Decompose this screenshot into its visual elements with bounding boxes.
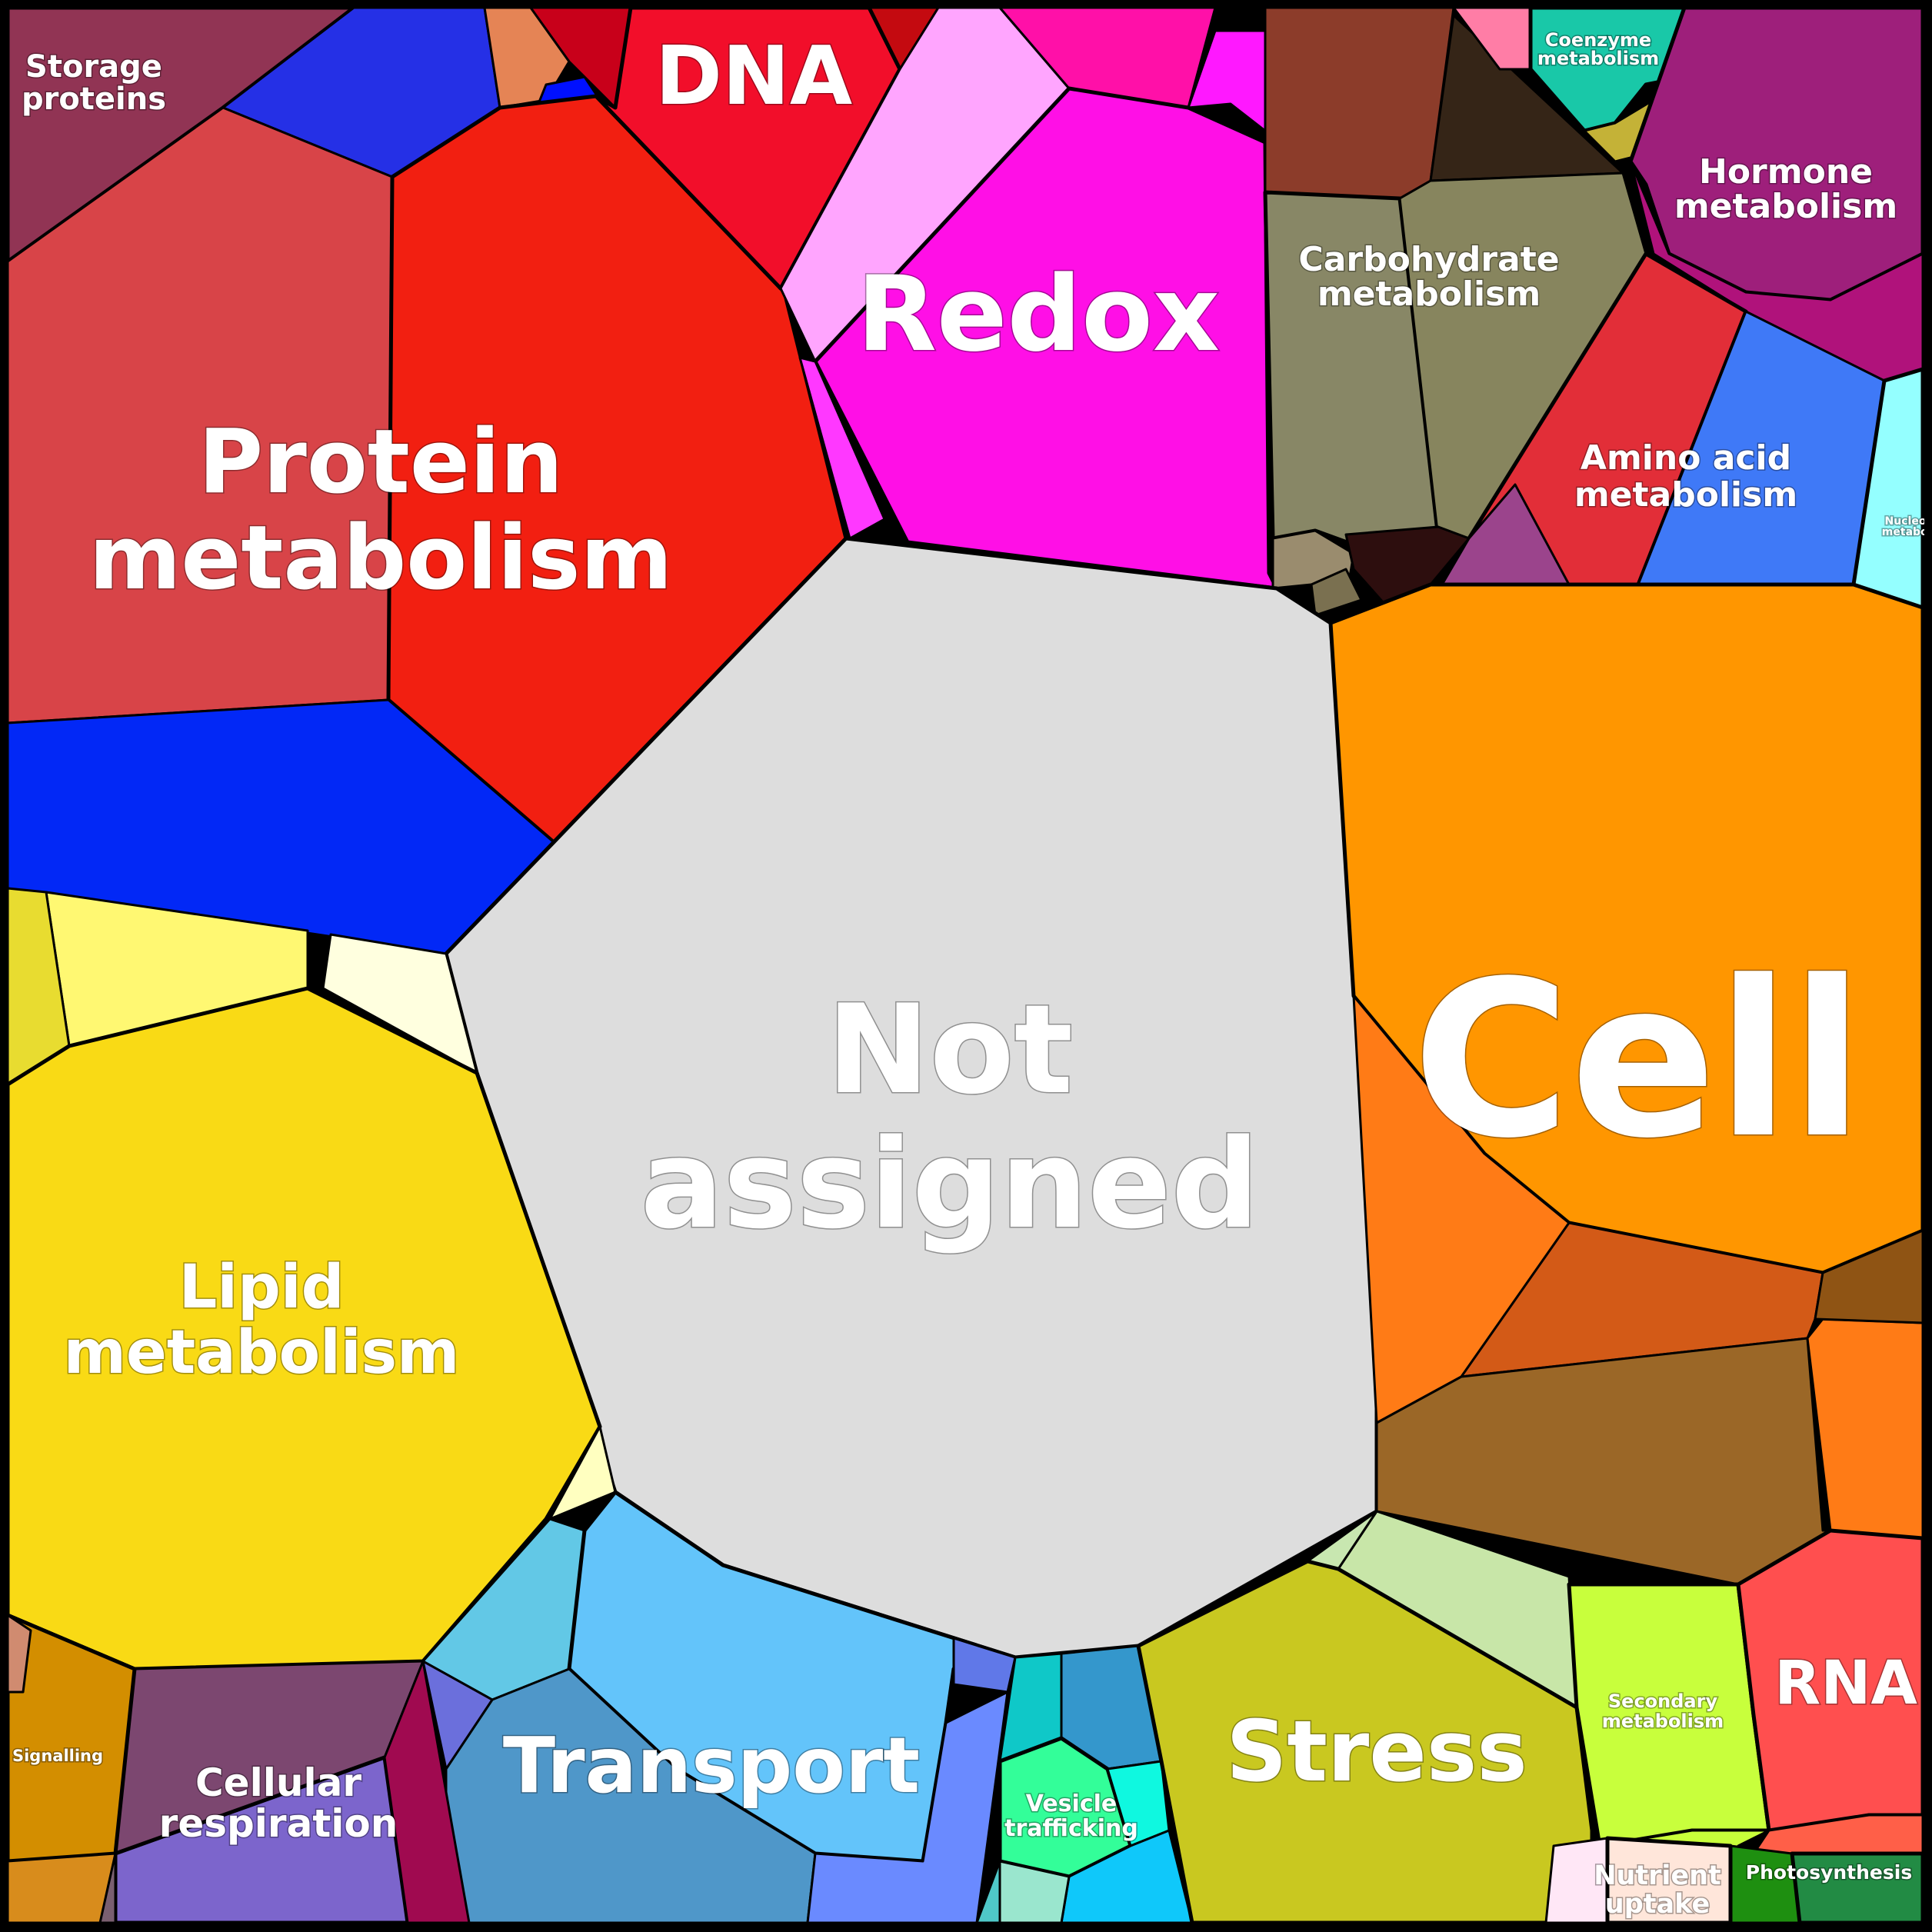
hormone-label: Hormone metabolism [1674, 152, 1897, 226]
protein-label-line: metabolism [89, 507, 673, 610]
redox-label-line: Redox [857, 254, 1220, 375]
nucleotide-label-line: metabolism [1882, 526, 1932, 538]
transport-label-line: Transport [503, 1720, 920, 1810]
nutrient-label-line: Nutrient [1594, 1860, 1721, 1891]
amino-acid-label-line: Amino acid [1581, 438, 1791, 478]
rna-label-line: RNA [1774, 1649, 1917, 1718]
vesicle-label-line: Vesicle [1026, 1790, 1117, 1817]
photosynthesis-green-cell [1729, 1844, 1801, 1924]
stress-label-line: Stress [1226, 1702, 1527, 1800]
cell-sub-dark-cell [1814, 1229, 1924, 1324]
dna-label: DNA [655, 29, 852, 123]
photosynthesis-label: Photosynthesis [1746, 1861, 1912, 1884]
lipid-label-line: Lipid [179, 1253, 345, 1322]
cellular-respiration-crimson-cell [383, 1660, 471, 1924]
not-assigned-label: Not assigned [641, 978, 1260, 1256]
stress-cell [1136, 1559, 1594, 1925]
cell-label-line: Cell [1412, 935, 1864, 1186]
nutrient-label-line: uptake [1605, 1889, 1710, 1920]
carbohydrate-label: Carbohydrate metabolism [1298, 240, 1559, 314]
nutrient-uptake-cell [1605, 1836, 1733, 1925]
dna-label-line: DNA [655, 29, 852, 123]
carbohydrate-label-line: metabolism [1317, 275, 1541, 314]
cells-group [5, 5, 1925, 1925]
signalling-bottom-cell [6, 1852, 117, 1924]
protein-label-line: Protein [198, 411, 563, 514]
hormone-label-line: Hormone [1699, 152, 1873, 192]
protein-label: Protein metabolism [89, 411, 673, 610]
not-assigned-label-line: Not [827, 978, 1073, 1121]
stress-label: Stress [1226, 1702, 1527, 1800]
carb-brown-cell [1264, 6, 1455, 200]
lipid-label: Lipid metabolism [64, 1253, 460, 1387]
cell-label: Cell [1412, 935, 1864, 1186]
storage-label-line: Storage [25, 49, 162, 85]
amino-acid-label-line: metabolism [1574, 475, 1797, 515]
signalling-label: Signalling [12, 1747, 103, 1765]
rna-label: RNA [1774, 1649, 1917, 1718]
transport-label: Transport [503, 1720, 920, 1810]
lipid-cream2-cell [548, 1425, 617, 1521]
amino-acid-label: Amino acid metabolism [1574, 438, 1797, 515]
cellular-respiration-label: Cellular respiration [159, 1760, 398, 1846]
secondary-label-line: metabolism [1602, 1710, 1724, 1732]
redox-top-mag-cell [1187, 29, 1267, 132]
cell-sub-right-cell [1806, 1317, 1924, 1540]
coenzyme-label: Coenzyme metabolism [1537, 29, 1659, 69]
lipid-label-line: metabolism [64, 1318, 460, 1387]
redox-sub-left-cell [798, 356, 886, 540]
nucleotide-label: Nucleotidemetabolism [1882, 515, 1932, 538]
redox-label: Redox [857, 254, 1220, 375]
cellular-respiration-label-line: Cellular [195, 1760, 361, 1805]
storage-label: Storage proteins [22, 49, 166, 117]
nucleotide-label-line: Nucleotide [1885, 515, 1932, 528]
vesicle-label: Vesicle trafficking [1004, 1790, 1138, 1842]
signalling-label-line: Signalling [12, 1747, 103, 1765]
vesicle-bottom-teal-cell [975, 1860, 1001, 1924]
photosynthesis-label-line: Photosynthesis [1746, 1861, 1912, 1884]
nutrient-label: Nutrient uptake [1594, 1860, 1721, 1920]
photosynthesis-cell [1790, 1851, 1925, 1925]
cell-sub-brown-cell [1375, 1337, 1832, 1586]
not-assigned-label-line: assigned [641, 1112, 1260, 1256]
vesicle-label-line: trafficking [1004, 1815, 1138, 1842]
coenzyme-label-line: metabolism [1537, 48, 1659, 69]
secondary-label-line: Secondary [1608, 1690, 1718, 1712]
cellular-respiration-label-line: respiration [159, 1801, 398, 1846]
storage-label-line: proteins [22, 82, 166, 117]
secondary-label: Secondary metabolism [1602, 1690, 1724, 1732]
transport-bottom-cell [445, 1667, 817, 1924]
transport-right-blue2-cell [952, 1637, 1017, 1694]
hormone-label-line: metabolism [1674, 187, 1897, 226]
carbohydrate-label-line: Carbohydrate [1298, 240, 1559, 279]
transport-left-blue-cell [421, 1660, 494, 1770]
coenzyme-label-line: Coenzyme [1545, 29, 1651, 51]
